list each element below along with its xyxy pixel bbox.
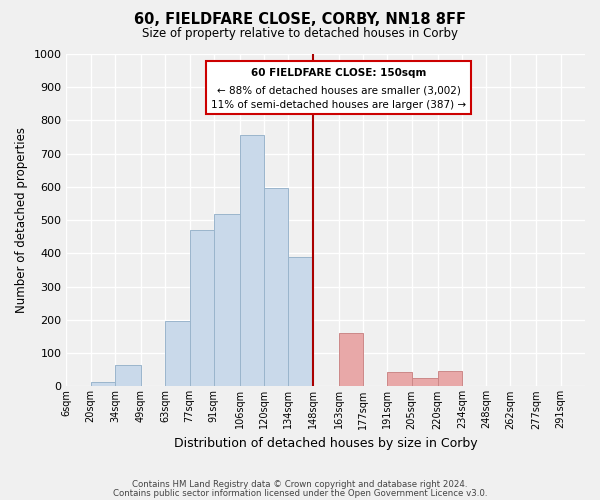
Bar <box>190 230 214 386</box>
Bar <box>115 366 141 386</box>
Bar <box>289 257 313 386</box>
Y-axis label: Number of detached properties: Number of detached properties <box>15 127 28 313</box>
Text: Contains public sector information licensed under the Open Government Licence v3: Contains public sector information licen… <box>113 488 487 498</box>
Bar <box>264 188 289 386</box>
Bar <box>91 382 115 386</box>
Bar <box>437 372 462 386</box>
Bar <box>412 378 437 386</box>
Text: Size of property relative to detached houses in Corby: Size of property relative to detached ho… <box>142 28 458 40</box>
Text: ← 88% of detached houses are smaller (3,002): ← 88% of detached houses are smaller (3,… <box>217 86 461 96</box>
Text: 60 FIELDFARE CLOSE: 150sqm: 60 FIELDFARE CLOSE: 150sqm <box>251 68 427 78</box>
Text: Contains HM Land Registry data © Crown copyright and database right 2024.: Contains HM Land Registry data © Crown c… <box>132 480 468 489</box>
Bar <box>214 214 240 386</box>
Bar <box>387 372 412 386</box>
Bar <box>165 321 190 386</box>
Text: 60, FIELDFARE CLOSE, CORBY, NN18 8FF: 60, FIELDFARE CLOSE, CORBY, NN18 8FF <box>134 12 466 28</box>
X-axis label: Distribution of detached houses by size in Corby: Distribution of detached houses by size … <box>174 437 478 450</box>
Text: 11% of semi-detached houses are larger (387) →: 11% of semi-detached houses are larger (… <box>211 100 466 110</box>
FancyBboxPatch shape <box>206 60 471 114</box>
Bar <box>240 135 264 386</box>
Bar <box>339 333 363 386</box>
